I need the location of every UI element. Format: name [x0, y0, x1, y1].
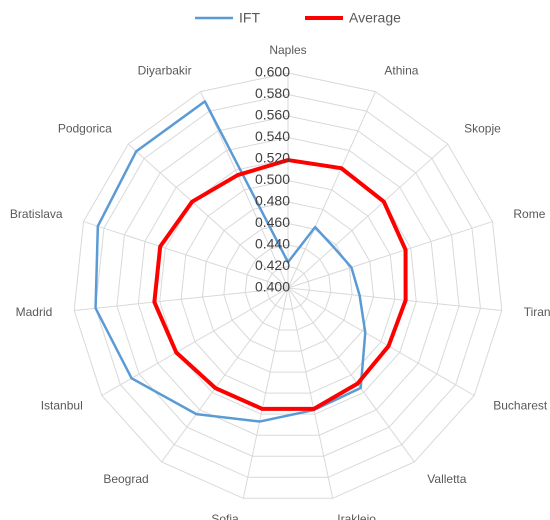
legend-label: IFT [239, 10, 260, 26]
grid-ring [95, 93, 481, 478]
grid-ring [137, 136, 439, 436]
series-line [152, 158, 408, 411]
spoke [161, 287, 289, 463]
category-label: Bratislava [10, 207, 63, 221]
category-label: Bucharest [493, 399, 548, 413]
y-tick-label: 0.440 [255, 236, 290, 252]
y-tick-label: 0.460 [255, 214, 290, 230]
y-tick-label: 0.520 [255, 150, 290, 166]
grid-ring [180, 179, 396, 394]
y-tick-label: 0.500 [255, 171, 290, 187]
y-tick-label: 0.580 [255, 85, 290, 101]
legend-label: Average [349, 10, 401, 26]
category-label: Irakleio [337, 512, 376, 520]
grid-ring [159, 158, 417, 415]
category-label: Podgorica [58, 122, 112, 136]
spoke [287, 91, 376, 289]
category-label: Istanbul [41, 399, 83, 413]
category-label: Naples [269, 43, 306, 57]
spoke [74, 287, 289, 311]
spoke [287, 287, 475, 396]
grid-ring [266, 265, 310, 310]
grid-ring [244, 244, 332, 331]
spoke [200, 91, 289, 289]
spoke [287, 221, 493, 289]
category-label: Madrid [16, 305, 53, 319]
category-label: Valletta [427, 472, 466, 486]
y-tick-label: 0.400 [255, 279, 290, 295]
category-label: Skopje [464, 122, 501, 136]
spoke [287, 143, 449, 289]
y-tick-label: 0.560 [255, 107, 290, 123]
y-tick-label: 0.600 [255, 64, 290, 80]
category-label: Sofia [211, 512, 239, 520]
spoke [287, 287, 415, 463]
grid-ring [73, 72, 503, 499]
spoke [242, 287, 289, 499]
category-label: Diyarbakir [138, 64, 192, 78]
y-tick-label: 0.420 [255, 257, 290, 273]
spoke [127, 143, 289, 289]
y-tick-label: 0.480 [255, 193, 290, 209]
spoke [83, 221, 289, 289]
grid-ring [116, 115, 460, 457]
series-line [94, 100, 367, 423]
spoke [287, 287, 502, 311]
category-label: Rome [513, 207, 545, 221]
category-label: Tirana [524, 305, 550, 319]
category-label: Beograd [103, 472, 148, 486]
y-tick-label: 0.540 [255, 128, 290, 144]
category-label: Athina [384, 64, 418, 78]
grid-ring [201, 201, 375, 373]
spoke [101, 287, 289, 396]
spoke [287, 287, 334, 499]
